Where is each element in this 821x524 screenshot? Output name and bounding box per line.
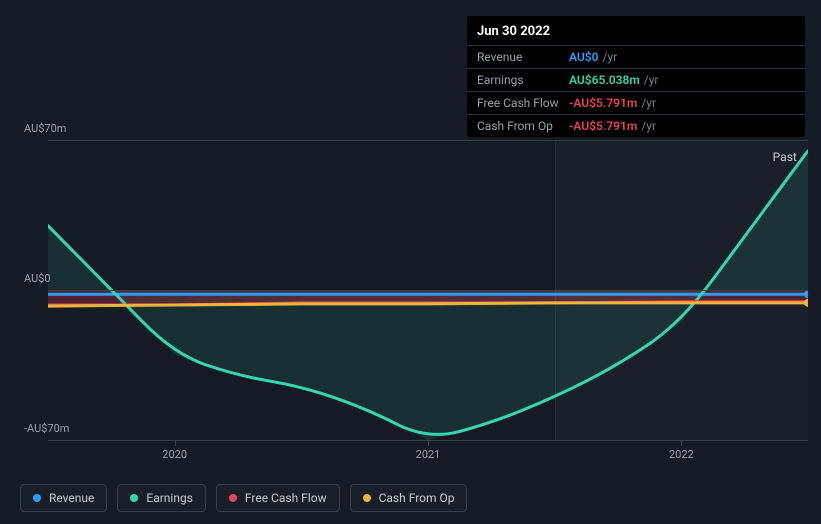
tooltip-row-cfo: Cash From Op -AU$5.791m /yr — [467, 114, 805, 137]
x-tick — [175, 440, 176, 446]
legend-label: Revenue — [49, 491, 94, 505]
tooltip-label: Earnings — [477, 73, 569, 87]
tooltip-unit: /yr — [641, 96, 656, 110]
legend-item-fcf[interactable]: Free Cash Flow — [216, 484, 340, 512]
tooltip-row-fcf: Free Cash Flow -AU$5.791m /yr — [467, 91, 805, 114]
legend-dot-icon — [33, 494, 41, 502]
legend-label: Cash From Op — [379, 491, 455, 505]
tooltip-label: Cash From Op — [477, 119, 569, 133]
chart-area[interactable]: AU$70mAU$0-AU$70m202020212022Past — [0, 120, 821, 450]
tooltip-unit: /yr — [641, 119, 656, 133]
y-axis-label: AU$0 — [24, 272, 51, 285]
tooltip-panel: Jun 30 2022 Revenue AU$0 /yr Earnings AU… — [467, 16, 805, 137]
tooltip-unit: /yr — [603, 50, 618, 64]
tooltip-row-earnings: Earnings AU$65.038m /yr — [467, 68, 805, 91]
legend-dot-icon — [130, 494, 138, 502]
past-label: Past — [773, 150, 797, 164]
y-grid-line — [48, 140, 808, 141]
x-axis-label: 2020 — [162, 448, 187, 461]
y-axis-label: -AU$70m — [24, 422, 69, 435]
tooltip-unit: /yr — [644, 73, 659, 87]
tooltip-value: AU$0 — [569, 50, 599, 64]
legend: Revenue Earnings Free Cash Flow Cash Fro… — [20, 484, 467, 512]
legend-item-earnings[interactable]: Earnings — [117, 484, 206, 512]
x-tick — [428, 440, 429, 446]
tooltip-date: Jun 30 2022 — [467, 16, 805, 45]
tooltip-value: AU$65.038m — [569, 73, 640, 87]
x-axis-label: 2022 — [669, 448, 694, 461]
x-tick — [681, 440, 682, 446]
tooltip-value: -AU$5.791m — [569, 119, 637, 133]
legend-label: Free Cash Flow — [245, 491, 327, 505]
tooltip-label: Revenue — [477, 50, 569, 64]
tooltip-row-revenue: Revenue AU$0 /yr — [467, 45, 805, 68]
legend-dot-icon — [363, 494, 371, 502]
legend-item-cfo[interactable]: Cash From Op — [350, 484, 468, 512]
y-axis-label: AU$70m — [24, 122, 66, 135]
legend-label: Earnings — [146, 491, 193, 505]
legend-item-revenue[interactable]: Revenue — [20, 484, 107, 512]
tooltip-label: Free Cash Flow — [477, 96, 569, 110]
legend-dot-icon — [229, 494, 237, 502]
y-grid-line — [48, 290, 808, 291]
tooltip-value: -AU$5.791m — [569, 96, 637, 110]
x-axis-label: 2021 — [416, 448, 441, 461]
